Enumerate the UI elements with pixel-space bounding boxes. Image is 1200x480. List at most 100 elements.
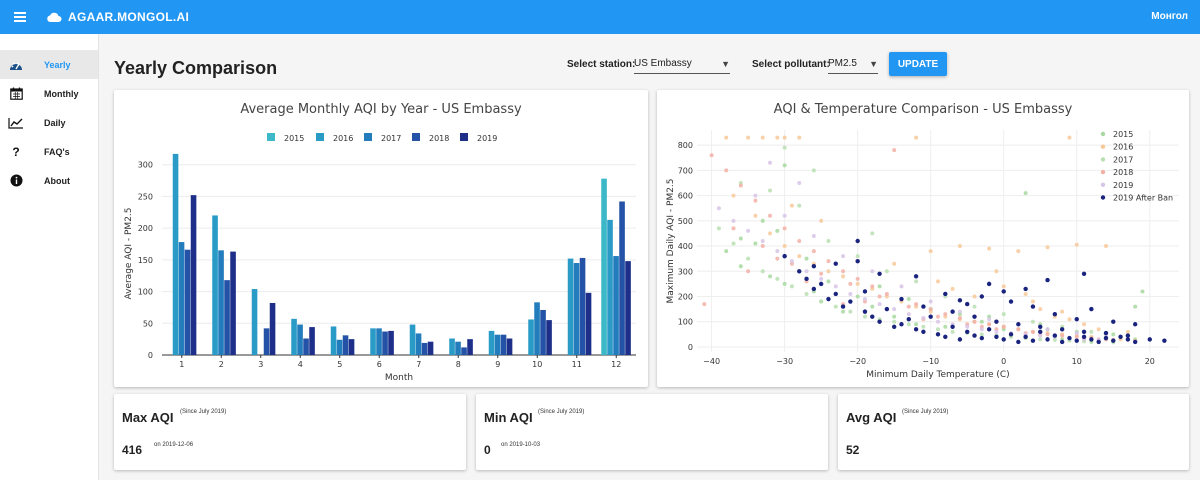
bar-2017-6 — [376, 328, 382, 355]
point-2016 — [1023, 291, 1028, 296]
point-2019 After Ban — [1001, 337, 1006, 342]
point-2019 After Ban — [797, 269, 802, 274]
bar-2018-12 — [619, 201, 625, 355]
bar-2016-12 — [607, 219, 613, 355]
legend-marker — [1100, 195, 1106, 200]
bar-2017-10 — [534, 302, 540, 355]
point-2019 — [957, 309, 962, 314]
point-2015 — [760, 218, 765, 223]
bar-2018-9 — [500, 334, 507, 355]
point-2019 After Ban — [891, 324, 897, 329]
bar-2019-2 — [230, 251, 236, 355]
y-tick-label: 100 — [678, 318, 693, 327]
point-2019 — [1038, 333, 1043, 338]
point-2015 — [841, 309, 846, 314]
point-2016 — [789, 203, 794, 208]
point-2016 — [1045, 245, 1050, 250]
point-2017 — [1030, 319, 1035, 324]
y-tick-label: 0 — [148, 351, 153, 360]
point-2016 — [1067, 317, 1072, 322]
point-2018 — [746, 269, 751, 274]
legend-label: 2019 After Ban — [1113, 194, 1173, 203]
point-2017 — [775, 276, 780, 281]
line-chart-icon — [8, 115, 24, 131]
legend-marker — [1100, 131, 1106, 137]
point-2019 After Ban — [811, 264, 817, 269]
sidebar-item-monthly[interactable]: Monthly — [0, 79, 98, 108]
dashboard-icon — [8, 57, 24, 73]
scatter-chart: 0 100 200 300 400 500 600 700 800 −40 −30 −20 −10 0 10… — [666, 130, 1179, 380]
pollutant-select[interactable]: PM2.5 ▼ — [828, 54, 878, 74]
point-2016 — [1038, 307, 1043, 312]
point-2019 — [965, 324, 970, 329]
scatter-chart-card: AQI & Temperature Comparison - US Embass… — [657, 90, 1189, 387]
point-2019 — [768, 160, 773, 165]
avg-aqi-title: Avg AQI — [846, 410, 897, 425]
point-2018 — [848, 281, 853, 286]
point-2018 — [906, 304, 911, 309]
language-toggle[interactable]: Монгол — [1151, 11, 1188, 22]
point-2019 After Ban — [1023, 286, 1028, 292]
sidebar-item-yearly[interactable]: Yearly — [0, 50, 98, 79]
point-2019 After Ban — [1008, 332, 1014, 337]
point-2019 After Ban — [965, 301, 970, 307]
bar-2017-8 — [455, 341, 461, 355]
point-2017 — [731, 241, 736, 246]
point-2016 — [1082, 322, 1087, 327]
bar-2016-3 — [251, 289, 258, 355]
point-2017 — [884, 269, 889, 274]
sidebar-item-daily[interactable]: Daily — [0, 108, 98, 137]
station-select[interactable]: US Embassy ▼ — [634, 54, 730, 74]
point-2017 — [921, 324, 926, 329]
point-2018 — [1016, 327, 1021, 332]
point-2019 After Ban — [1030, 338, 1036, 343]
point-2016 — [724, 135, 729, 140]
point-2016 — [1096, 327, 1101, 332]
brand[interactable]: AGAAR.MONGOL.AI — [46, 10, 189, 24]
menu-icon[interactable] — [2, 0, 38, 34]
x-tick-label: 5 — [337, 360, 342, 369]
point-2019 — [1074, 331, 1079, 336]
point-2019 After Ban — [1074, 317, 1079, 322]
point-2019 After Ban — [1081, 271, 1087, 276]
point-2019 After Ban — [862, 309, 868, 314]
point-2016 — [972, 294, 977, 299]
update-button[interactable]: UPDATE — [889, 52, 947, 76]
legend-swatch — [460, 133, 468, 141]
bar-2018-6 — [382, 331, 388, 355]
x-tick-label: 8 — [456, 360, 461, 369]
point-2015 — [979, 319, 984, 324]
x-tick-label: 6 — [377, 360, 382, 369]
sidebar-item-about[interactable]: About — [0, 166, 98, 195]
point-2018 — [914, 302, 919, 307]
point-2019 After Ban — [1038, 324, 1043, 329]
sidebar: Yearly Monthly Daily ? FAQ's About — [0, 34, 99, 480]
point-2019 After Ban — [1074, 338, 1079, 343]
point-2018 — [731, 226, 736, 231]
point-2017 — [950, 329, 955, 334]
sidebar-item-faq[interactable]: ? FAQ's — [0, 137, 98, 166]
point-2019 — [994, 329, 999, 334]
point-2019 After Ban — [1059, 339, 1065, 345]
point-2015 — [906, 297, 911, 302]
bar-2019-12 — [625, 261, 631, 355]
point-2015 — [870, 304, 875, 309]
point-2017 — [848, 309, 853, 314]
point-2015 — [804, 256, 809, 261]
point-2019 After Ban — [1059, 327, 1065, 332]
point-2019 After Ban — [1016, 339, 1021, 345]
point-2015 — [768, 274, 773, 279]
calendar-icon — [8, 86, 24, 102]
bar-2016-1 — [172, 153, 179, 355]
point-2018 — [943, 312, 948, 317]
y-tick-label: 300 — [678, 267, 693, 276]
point-2019 After Ban — [1125, 337, 1131, 342]
point-2019 — [746, 228, 751, 233]
point-2015 — [738, 264, 743, 269]
point-2016 — [1060, 309, 1065, 314]
bar-2016-9 — [488, 330, 495, 355]
point-2019 After Ban — [899, 322, 904, 327]
bar-2018-7 — [421, 342, 428, 355]
point-2019 — [833, 284, 838, 289]
point-2019 — [936, 319, 940, 324]
